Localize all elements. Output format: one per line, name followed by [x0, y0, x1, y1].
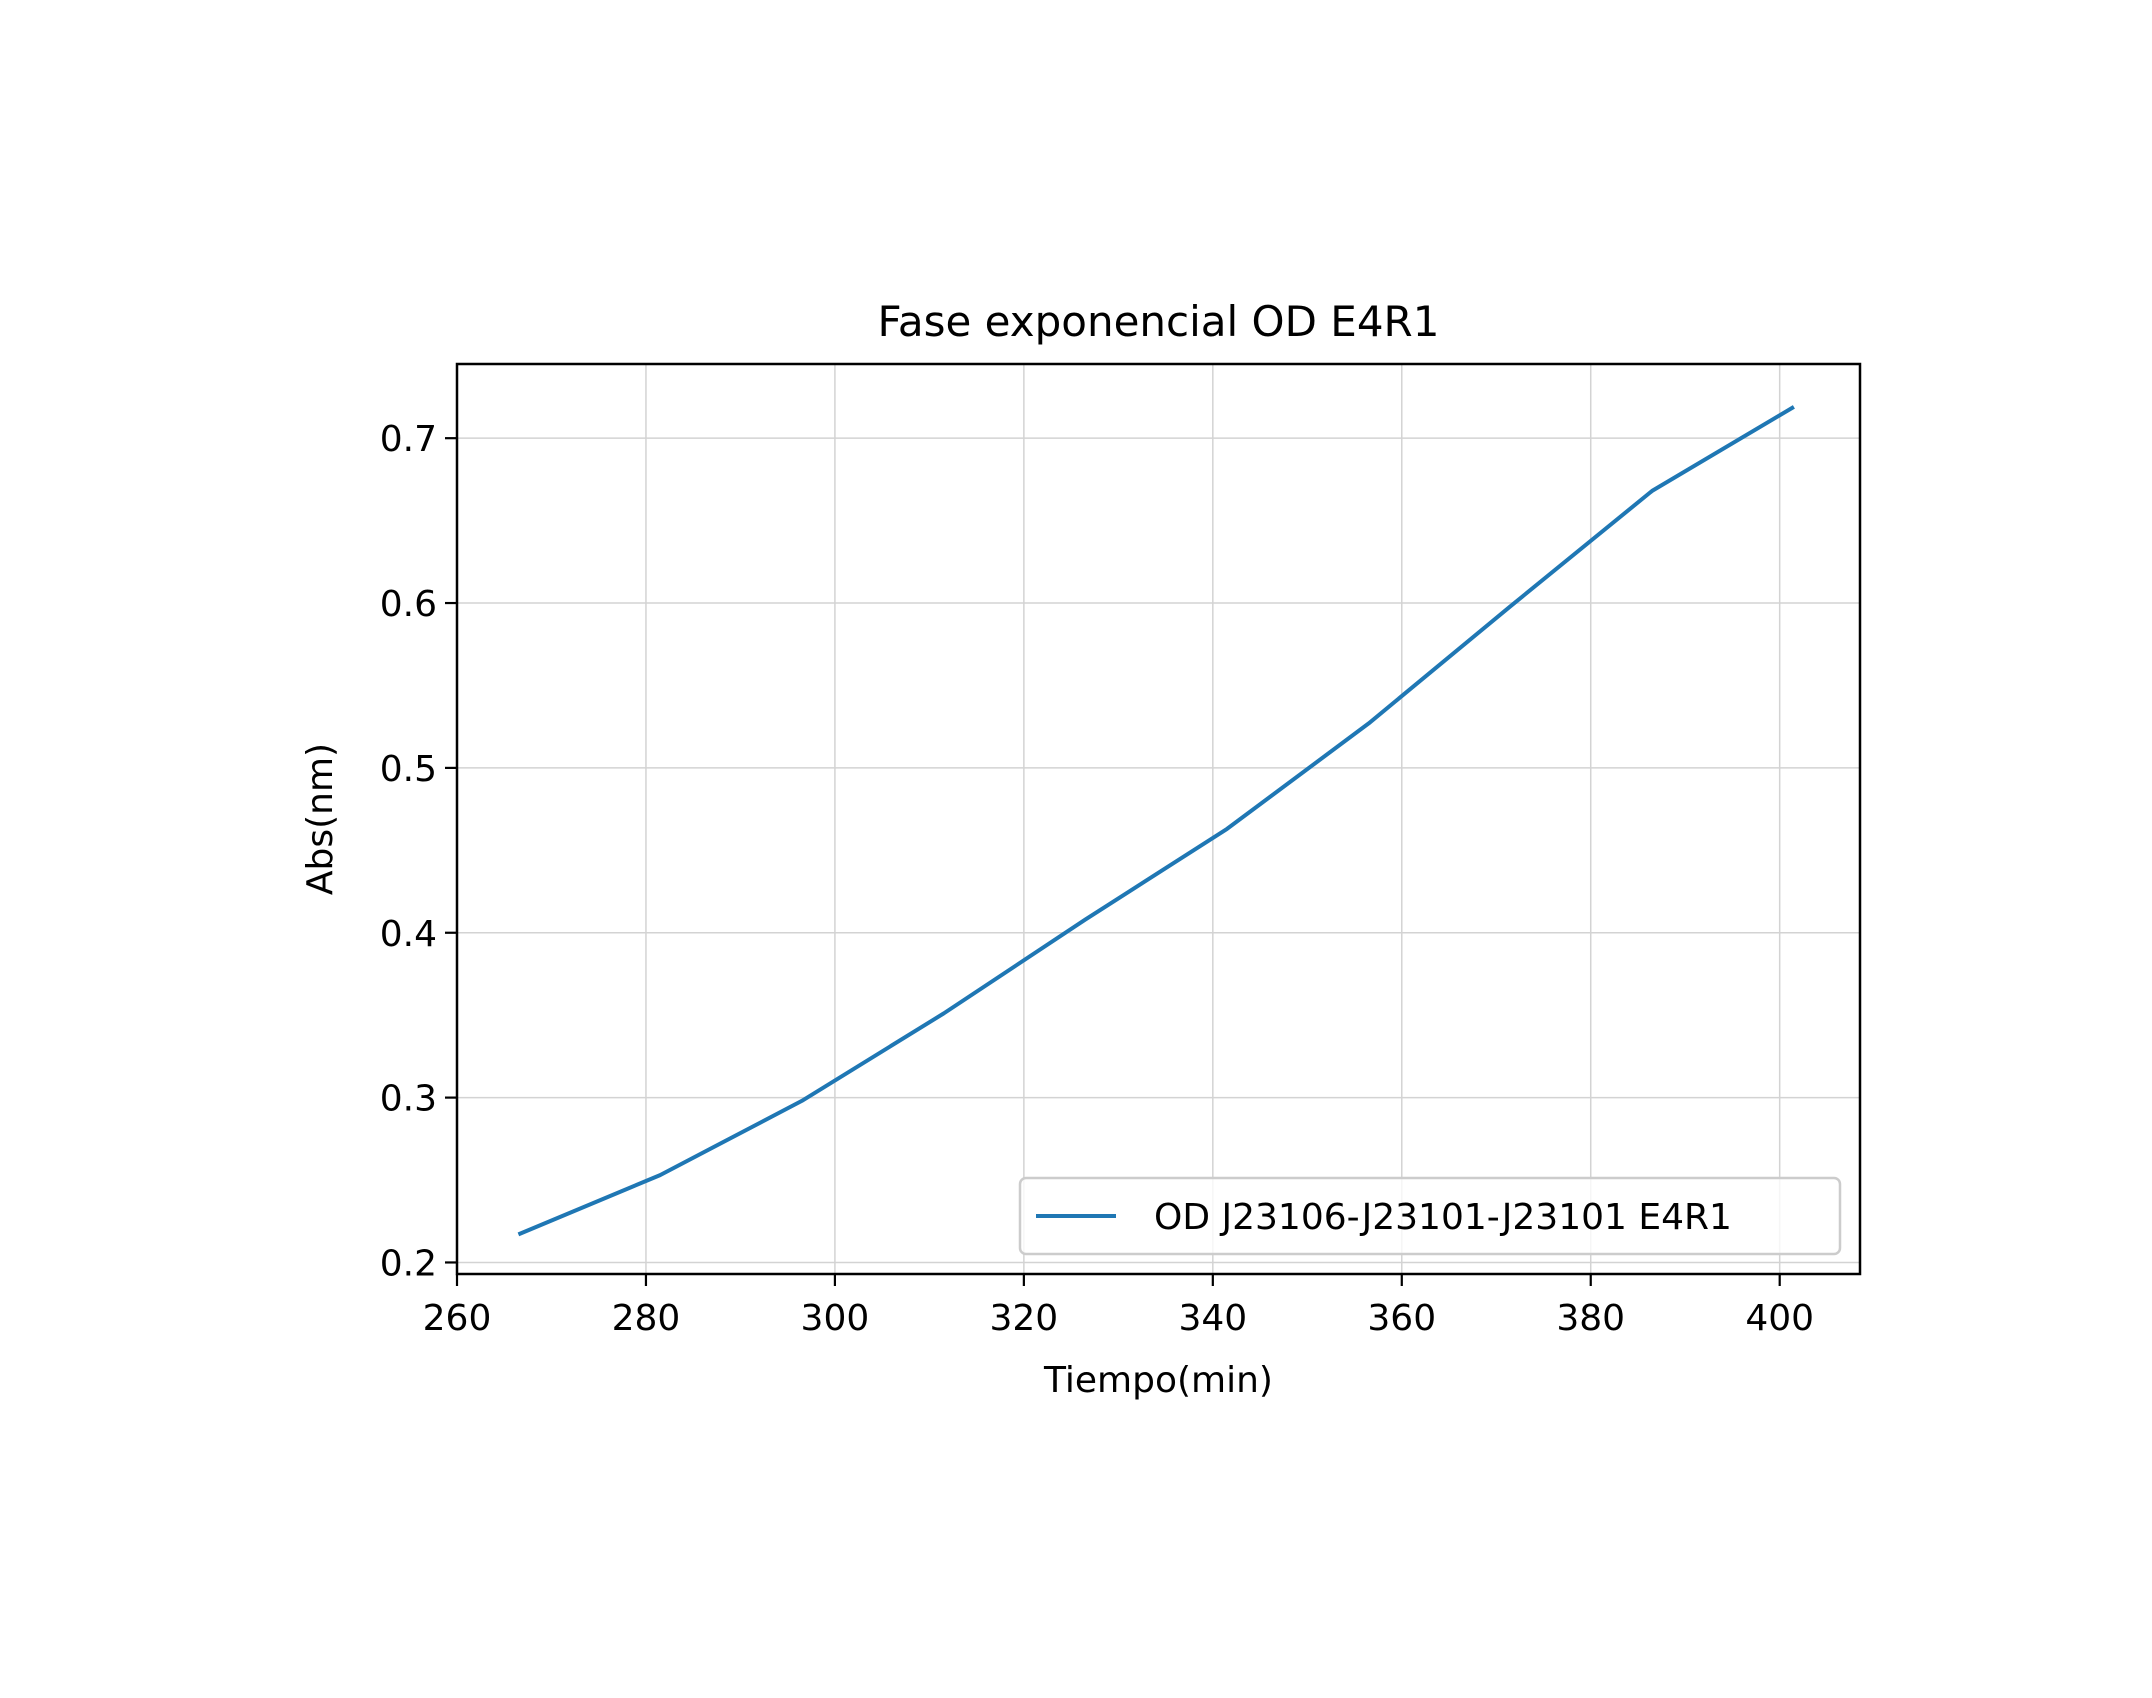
legend: OD J23106-J23101-J23101 E4R1: [1018, 1176, 1842, 1256]
y-tick-label: 0.5: [380, 749, 437, 790]
x-axis-label: Tiempo(min): [1043, 1360, 1273, 1401]
x-tick-label: 400: [1745, 1298, 1814, 1339]
series-layer: [517, 405, 1795, 1237]
x-tick-label: 300: [801, 1298, 870, 1339]
x-tick-label: 280: [612, 1298, 681, 1339]
y-tick-label: 0.4: [380, 914, 437, 955]
chart-title: Fase exponencial OD E4R1: [878, 297, 1440, 346]
ticks: 260 280 300 320 340 360 380 400 0.2 0.3 0.4 0.5 0.6 0…: [380, 419, 1814, 1339]
x-tick-label: 360: [1367, 1298, 1436, 1339]
y-tick-label: 0.3: [380, 1079, 437, 1120]
y-tick-label: 0.7: [380, 419, 437, 460]
y-tick-label: 0.2: [380, 1243, 437, 1284]
x-tick-label: 320: [990, 1298, 1059, 1339]
legend-label: OD J23106-J23101-J23101 E4R1: [1154, 1197, 1732, 1238]
y-tick-label: 0.6: [380, 584, 437, 625]
x-tick-label: 380: [1556, 1298, 1625, 1339]
grid: [456, 364, 1860, 1274]
series-line: [517, 405, 1795, 1237]
x-tick-label: 340: [1178, 1298, 1247, 1339]
x-tick-label: 260: [423, 1298, 492, 1339]
y-axis-label: Abs(nm): [300, 743, 341, 895]
legend-box: [1018, 1176, 1842, 1256]
axes-frame: [455, 362, 1862, 1276]
